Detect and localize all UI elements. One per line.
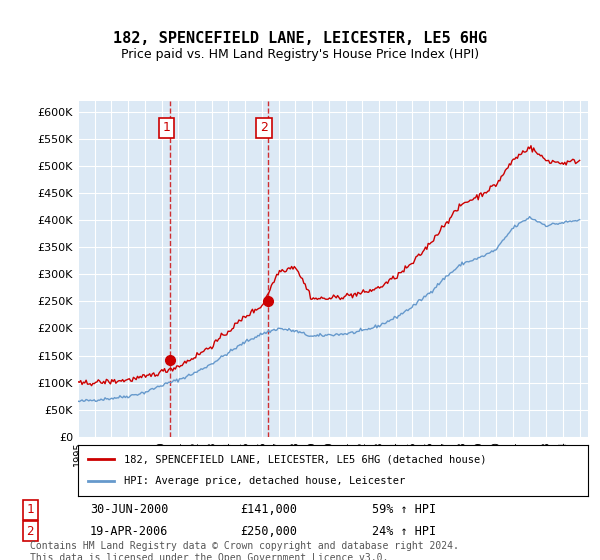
- Text: 2: 2: [260, 122, 268, 134]
- Text: 182, SPENCEFIELD LANE, LEICESTER, LE5 6HG: 182, SPENCEFIELD LANE, LEICESTER, LE5 6H…: [113, 31, 487, 46]
- Text: Price paid vs. HM Land Registry's House Price Index (HPI): Price paid vs. HM Land Registry's House …: [121, 48, 479, 60]
- Text: 24% ↑ HPI: 24% ↑ HPI: [372, 525, 436, 538]
- Text: 2: 2: [26, 525, 34, 538]
- Text: 30-JUN-2000: 30-JUN-2000: [90, 503, 169, 516]
- Text: 59% ↑ HPI: 59% ↑ HPI: [372, 503, 436, 516]
- Text: 182, SPENCEFIELD LANE, LEICESTER, LE5 6HG (detached house): 182, SPENCEFIELD LANE, LEICESTER, LE5 6H…: [124, 454, 487, 464]
- Text: £250,000: £250,000: [240, 525, 297, 538]
- Text: HPI: Average price, detached house, Leicester: HPI: Average price, detached house, Leic…: [124, 477, 405, 487]
- Text: £141,000: £141,000: [240, 503, 297, 516]
- Text: 1: 1: [26, 503, 34, 516]
- Text: Contains HM Land Registry data © Crown copyright and database right 2024.
This d: Contains HM Land Registry data © Crown c…: [30, 542, 459, 560]
- Text: 1: 1: [163, 122, 170, 134]
- Text: 19-APR-2006: 19-APR-2006: [90, 525, 169, 538]
